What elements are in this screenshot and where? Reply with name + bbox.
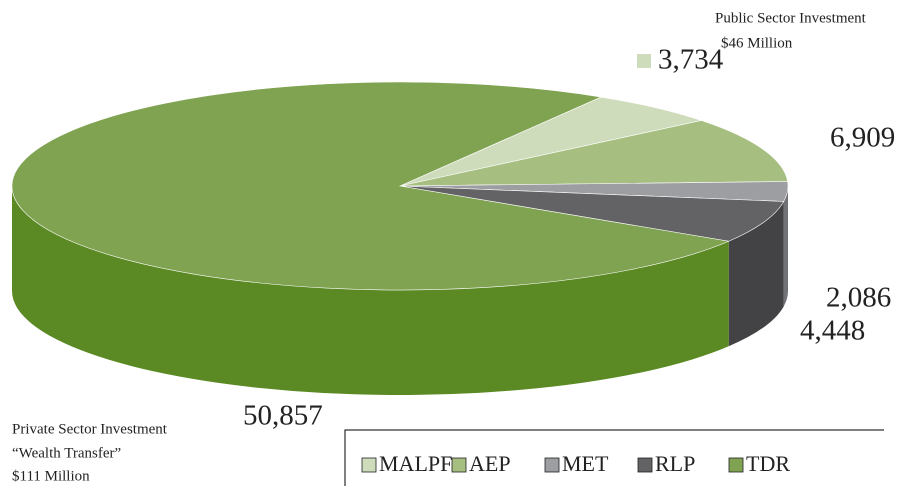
legend-label: AEP (469, 451, 511, 476)
value-label: 4,448 (800, 315, 865, 347)
slice (399, 96, 703, 187)
legend-swatch (728, 457, 744, 473)
slice-side (783, 186, 788, 307)
value-label: 50,857 (243, 400, 323, 432)
slice (11, 81, 730, 291)
annotation: “Wealth Transfer” (12, 445, 121, 461)
legend-box (344, 429, 884, 486)
slice (399, 120, 788, 187)
annotation: $46 Million (721, 35, 793, 51)
legend-swatch (451, 457, 467, 473)
legend-label: MET (562, 451, 609, 476)
slice-side (728, 201, 784, 347)
slice-side (12, 186, 729, 396)
annotation: $111 Million (12, 468, 90, 484)
legend-swatch (637, 457, 653, 473)
annotation: Private Sector Investment (12, 421, 168, 437)
legend-label: MALPF (379, 451, 452, 476)
annotation: Public Sector Investment (715, 10, 867, 26)
legend-label: RLP (655, 451, 695, 476)
slice (399, 185, 785, 242)
value-label: 6,909 (830, 122, 895, 154)
label-key (637, 54, 651, 68)
legend-label: TDR (746, 451, 790, 476)
legend-swatch (544, 457, 560, 473)
value-label: 2,086 (826, 282, 891, 314)
value-label: 3,734 (658, 44, 724, 76)
legend-swatch (361, 457, 377, 473)
